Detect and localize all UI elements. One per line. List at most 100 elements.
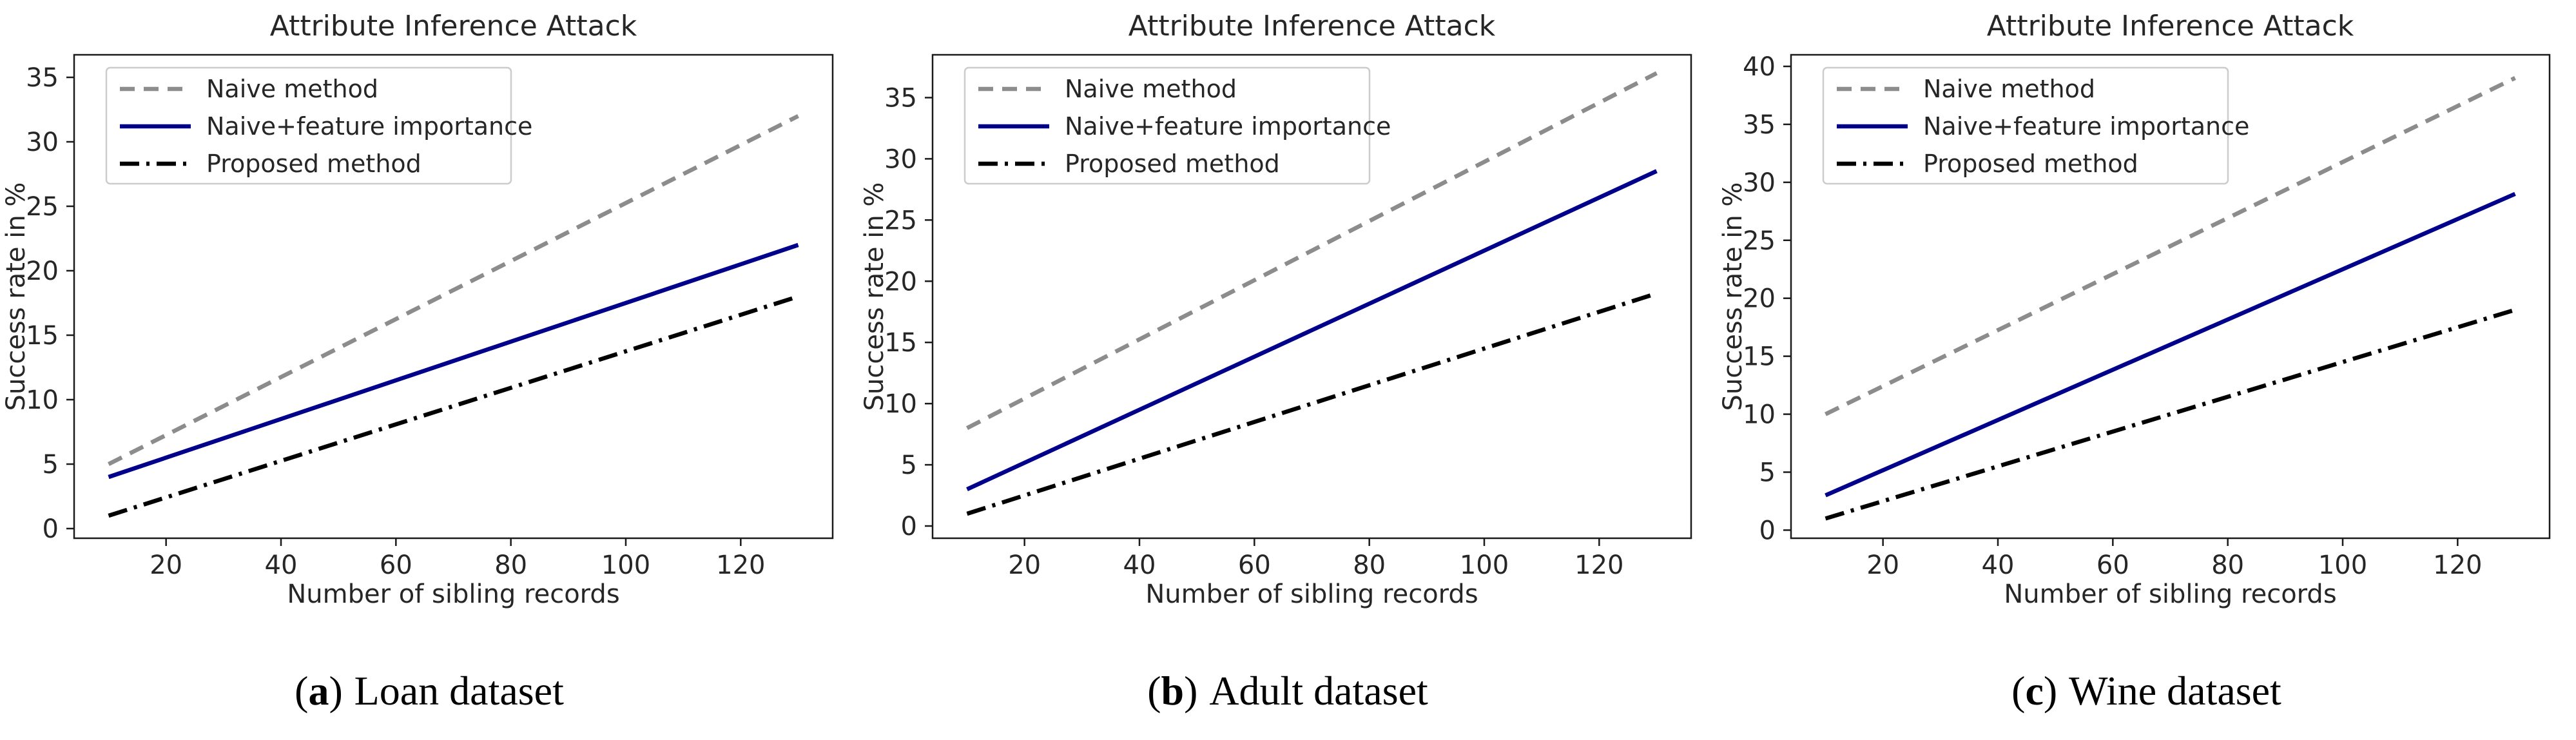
caption-letter: b xyxy=(1161,668,1185,714)
x-tick-label: 100 xyxy=(2318,550,2367,580)
x-tick-label: 40 xyxy=(1123,550,1156,580)
panel-wine: Attribute Inference Attack 20 40 60 80 100 120… xyxy=(1717,0,2576,740)
chart-title: Attribute Inference Attack xyxy=(1128,10,1496,43)
x-tick-label: 80 xyxy=(1353,550,1386,580)
legend-label-naive-method: Naive method xyxy=(206,75,378,103)
series-line-naive-feature-importance xyxy=(1825,191,2516,498)
legend: Naive method Naive+feature importance Prop… xyxy=(1822,66,2249,185)
caption-open-paren: ( xyxy=(2011,668,2026,714)
y-tick-label: 10 xyxy=(1743,400,1776,430)
legend-label-proposed-method: Proposed method xyxy=(206,150,421,178)
y-tick-label: 40 xyxy=(1743,52,1776,82)
y-tick-label: 20 xyxy=(884,267,917,297)
y-axis-label: Success rate in % xyxy=(1718,182,1748,411)
series-line-naive-method xyxy=(966,71,1658,431)
legend-box xyxy=(1822,66,2229,185)
legend-label-naive-feature-importance: Naive+feature importance xyxy=(1923,112,2249,141)
x-tick-label: 120 xyxy=(716,550,765,580)
chart-title: Attribute Inference Attack xyxy=(270,10,637,43)
y-tick-label: 20 xyxy=(26,257,59,286)
legend-label-proposed-method: Proposed method xyxy=(1923,150,2138,178)
chart-title: Attribute Inference Attack xyxy=(1987,10,2354,43)
caption-text: Loan dataset xyxy=(354,668,564,714)
y-tick-label: 30 xyxy=(1743,168,1776,198)
y-tick-label: 30 xyxy=(884,144,917,174)
legend: Naive method Naive+feature importance Prop… xyxy=(964,66,1391,185)
y-axis-label: Success rate in % xyxy=(860,182,889,411)
y-tick-label: 35 xyxy=(1743,110,1776,140)
x-tick-label: 60 xyxy=(380,550,412,580)
axes-frame xyxy=(73,54,834,540)
x-axis-label: Number of sibling records xyxy=(1145,579,1478,609)
y-tick-label: 35 xyxy=(26,63,59,93)
y-tick-label: 10 xyxy=(884,389,917,419)
x-tick-label: 80 xyxy=(494,550,527,580)
caption-open-paren: ( xyxy=(1147,668,1161,714)
x-tick-label: 100 xyxy=(1460,550,1509,580)
caption-close-paren: ) xyxy=(1184,668,1198,714)
x-tick-label: 100 xyxy=(601,550,650,580)
y-axis-label: Success rate in % xyxy=(1,182,31,411)
y-tick-label: 0 xyxy=(1759,516,1776,545)
y-tick-label: 25 xyxy=(1743,226,1776,256)
x-tick-label: 60 xyxy=(1238,550,1271,580)
series-line-naive-method xyxy=(1825,76,2516,416)
y-tick-label: 15 xyxy=(1743,342,1776,372)
series-line-proposed-method xyxy=(966,291,1658,516)
caption-letter: c xyxy=(2025,668,2044,714)
panel-adult: Attribute Inference Attack 20 40 60 80 100 120… xyxy=(858,0,1717,740)
caption-adult: (b) Adult dataset xyxy=(858,667,1717,715)
legend-box xyxy=(964,66,1371,185)
y-tick-label: 35 xyxy=(884,83,917,113)
axes-frame xyxy=(931,54,1692,540)
legend-label-naive-feature-importance: Naive+feature importance xyxy=(206,112,532,141)
y-tick-label: 10 xyxy=(26,385,59,415)
legend: Naive method Naive+feature importance Prop… xyxy=(105,66,532,185)
y-tick-label: 25 xyxy=(884,206,917,235)
y-tick-label: 5 xyxy=(1759,458,1776,487)
x-tick-label: 40 xyxy=(1982,550,2015,580)
y-tick-label: 20 xyxy=(1743,284,1776,314)
y-tick-label: 5 xyxy=(43,450,59,480)
panel-loan: Attribute Inference Attack 20 40 60 80 100 120… xyxy=(0,0,858,740)
caption-open-paren: ( xyxy=(295,668,309,714)
caption-wine: (c) Wine dataset xyxy=(1717,667,2576,715)
caption-letter: a xyxy=(308,668,329,714)
legend-label-naive-feature-importance: Naive+feature importance xyxy=(1065,112,1391,141)
x-axis-label: Number of sibling records xyxy=(287,579,619,609)
legend-label-naive-method: Naive method xyxy=(1923,75,2095,103)
axes-frame xyxy=(1790,54,2551,540)
x-axis-label: Number of sibling records xyxy=(2004,579,2336,609)
caption-loan: (a) Loan dataset xyxy=(0,667,858,715)
legend-label-proposed-method: Proposed method xyxy=(1065,150,1280,178)
legend-label-naive-method: Naive method xyxy=(1065,75,1237,103)
y-tick-label: 15 xyxy=(884,328,917,358)
legend-box xyxy=(105,66,512,185)
x-tick-label: 20 xyxy=(1008,550,1041,580)
series-line-proposed-method xyxy=(1825,307,2516,521)
y-tick-label: 5 xyxy=(901,451,917,480)
caption-text: Adult dataset xyxy=(1209,668,1428,714)
y-tick-label: 30 xyxy=(26,128,59,157)
y-tick-label: 0 xyxy=(43,514,59,544)
x-tick-label: 20 xyxy=(1866,550,1899,580)
y-tick-label: 15 xyxy=(26,321,59,351)
x-tick-label: 120 xyxy=(2433,550,2482,580)
x-tick-label: 60 xyxy=(2097,550,2129,580)
series-line-proposed-method xyxy=(108,294,799,518)
x-tick-label: 40 xyxy=(265,550,298,580)
series-line-naive-feature-importance xyxy=(966,169,1658,492)
x-tick-label: 120 xyxy=(1574,550,1623,580)
series-line-naive-feature-importance xyxy=(108,242,799,480)
y-tick-label: 25 xyxy=(26,192,59,222)
y-tick-label: 0 xyxy=(901,512,917,541)
caption-close-paren: ) xyxy=(329,668,343,714)
x-tick-label: 20 xyxy=(150,550,182,580)
x-tick-label: 80 xyxy=(2211,550,2244,580)
caption-text: Wine dataset xyxy=(2069,668,2281,714)
series-line-naive-method xyxy=(108,114,799,466)
